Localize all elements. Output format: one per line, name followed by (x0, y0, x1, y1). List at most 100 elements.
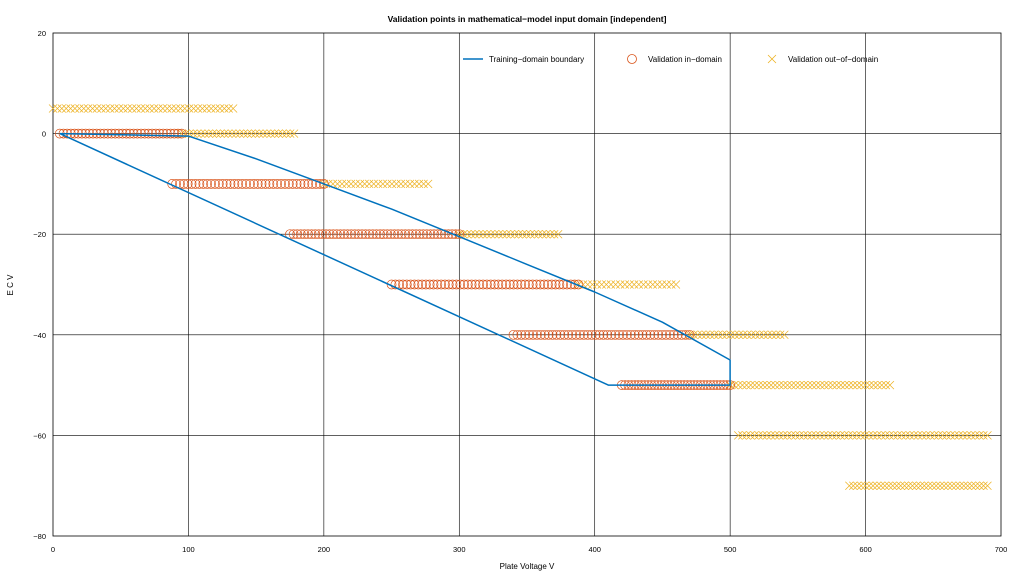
in-domain-point (573, 279, 584, 290)
out-of-domain-point (192, 129, 202, 138)
out-of-domain-point (916, 481, 925, 490)
in-domain-point (586, 329, 597, 340)
in-domain-point (429, 229, 439, 240)
out-of-domain-point (857, 380, 866, 390)
out-of-domain-point (787, 380, 796, 390)
in-domain-point (421, 279, 431, 290)
out-of-domain-point (145, 104, 154, 113)
out-of-domain-point (180, 104, 190, 113)
out-of-domain-point (266, 129, 276, 138)
out-of-domain-point (775, 330, 785, 340)
in-domain-point (414, 229, 425, 240)
in-domain-point (367, 229, 378, 240)
out-of-domain-point (734, 380, 743, 390)
out-of-domain-point (212, 129, 221, 138)
out-of-domain-point (767, 330, 777, 340)
out-of-domain-point (482, 229, 492, 239)
in-domain-point (321, 229, 331, 240)
out-of-domain-point (881, 431, 890, 440)
in-domain-point (575, 329, 585, 340)
out-of-domain-point (506, 229, 515, 239)
out-of-domain-point (897, 431, 906, 440)
out-of-domain-point (795, 380, 805, 390)
out-of-domain-point (905, 431, 915, 440)
out-of-domain-point (671, 280, 681, 289)
out-of-domain-point (836, 380, 846, 390)
out-of-domain-point (224, 104, 233, 113)
in-domain-point (582, 329, 593, 340)
out-of-domain-point (662, 280, 671, 289)
in-domain-point (618, 329, 628, 340)
legend-boundary-label: Training−domain boundary (489, 55, 584, 64)
in-domain-point (178, 179, 189, 189)
out-of-domain-point (545, 229, 555, 239)
out-of-domain-point (697, 330, 707, 340)
out-of-domain-point (827, 431, 837, 440)
out-of-domain-point (962, 431, 972, 440)
in-domain-point (114, 128, 124, 139)
y-tick-label: 20 (38, 29, 46, 38)
out-of-domain-point (832, 431, 841, 440)
out-of-domain-point (70, 104, 80, 113)
out-of-domain-point (746, 380, 755, 390)
in-domain-point (256, 179, 267, 189)
out-of-domain-series (48, 104, 992, 490)
in-domain-point (579, 329, 589, 340)
out-of-domain-point (935, 481, 945, 490)
in-domain-point (482, 279, 492, 290)
in-domain-point (633, 329, 644, 340)
in-domain-point (614, 329, 624, 340)
in-domain-point (272, 179, 283, 189)
in-domain-point (375, 229, 385, 240)
out-of-domain-point (864, 481, 874, 490)
in-domain-point (252, 179, 263, 189)
out-of-domain-point (750, 431, 759, 440)
out-of-domain-point (105, 104, 115, 113)
out-of-domain-point (342, 179, 351, 189)
in-domain-point (501, 279, 511, 290)
in-domain-point (440, 229, 450, 240)
out-of-domain-point (494, 229, 504, 239)
in-domain-point (295, 229, 306, 240)
in-domain-point (147, 128, 157, 139)
out-of-domain-point (583, 280, 592, 289)
in-domain-point (162, 128, 172, 139)
out-of-domain-point (799, 380, 809, 390)
y-axis: −80 −60 −40 −20 0 20 (33, 29, 46, 541)
in-domain-point (520, 279, 530, 290)
out-of-domain-point (57, 104, 67, 113)
in-domain-point (478, 279, 488, 290)
out-of-domain-point (904, 481, 913, 490)
out-of-domain-point (840, 380, 850, 390)
out-of-domain-point (983, 481, 992, 490)
out-of-domain-point (865, 380, 874, 390)
in-domain-point (543, 279, 553, 290)
out-of-domain-point (930, 431, 939, 440)
out-of-domain-point (251, 129, 260, 138)
out-of-domain-point (807, 380, 817, 390)
out-of-domain-point (534, 229, 543, 239)
out-of-domain-point (401, 179, 410, 189)
out-of-domain-point (975, 481, 984, 490)
out-of-domain-point (815, 431, 825, 440)
in-domain-point (371, 229, 382, 240)
out-of-domain-point (750, 380, 759, 390)
out-of-domain-point (355, 179, 365, 189)
in-domain-point (543, 329, 554, 340)
in-domain-point (167, 179, 178, 189)
in-domain-point (260, 179, 271, 189)
out-of-domain-point (223, 129, 233, 138)
in-domain-point (335, 229, 346, 240)
out-of-domain-point (951, 481, 961, 490)
in-domain-point (210, 179, 220, 189)
out-of-domain-point (868, 481, 878, 490)
out-of-domain-point (909, 431, 919, 440)
in-domain-point (390, 279, 401, 290)
in-domain-point (287, 179, 298, 189)
out-of-domain-point (819, 431, 829, 440)
out-of-domain-point (920, 481, 929, 490)
out-of-domain-point (549, 229, 559, 239)
out-of-domain-point (983, 431, 992, 440)
in-domain-point (551, 329, 562, 340)
in-domain-point (295, 179, 306, 189)
